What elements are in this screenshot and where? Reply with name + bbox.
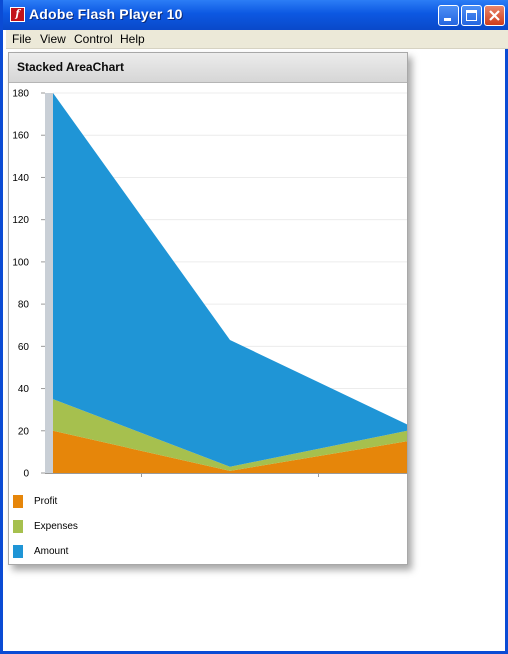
legend-swatch-expenses	[13, 520, 23, 533]
area-expenses	[53, 399, 407, 471]
menu-file[interactable]: File	[12, 32, 32, 46]
y-tick-label-140: 140	[12, 173, 29, 184]
panel-header: Stacked AreaChart	[9, 53, 407, 83]
chart-areas	[53, 93, 407, 473]
y-tick-label-20: 20	[18, 426, 30, 437]
title-bar[interactable]: f Adobe Flash Player 10	[3, 0, 508, 30]
y-tick-label-80: 80	[18, 300, 30, 311]
flash-icon: f	[10, 7, 25, 22]
close-button[interactable]	[484, 5, 505, 26]
panel-title: Stacked AreaChart	[17, 60, 124, 74]
legend-swatch-profit	[13, 495, 23, 508]
maximize-button[interactable]	[461, 5, 482, 26]
menu-bar: File View Control Help	[6, 30, 508, 49]
y-axis-labels: 0 20 40 60 80 100 120 140 160 180	[12, 89, 29, 480]
y-tick-label-40: 40	[18, 384, 30, 395]
stacked-area-chart: 0 20 40 60 80 100 120 140 160 180	[12, 89, 407, 480]
legend-label-profit: Profit	[34, 496, 58, 507]
menu-help[interactable]: Help	[120, 32, 145, 46]
maximize-icon	[466, 10, 477, 21]
chart-panel: Stacked AreaChart 0 20 40 60 80 100 120 140 160 1…	[8, 52, 408, 565]
menu-view[interactable]: View	[40, 32, 66, 46]
y-tick-label-180: 180	[12, 89, 29, 100]
legend-label-expenses: Expenses	[34, 521, 78, 532]
legend-label-amount: Amount	[34, 546, 69, 557]
y-axis-bar	[45, 93, 53, 473]
y-tick-label-100: 100	[12, 257, 29, 268]
window-title: Adobe Flash Player 10	[29, 6, 183, 22]
area-amount	[53, 93, 407, 467]
minimize-button[interactable]	[438, 5, 459, 26]
y-tick-label-160: 160	[12, 131, 29, 142]
area-profit	[53, 430, 407, 473]
y-tick-label-0: 0	[23, 469, 29, 480]
y-tick-label-120: 120	[12, 215, 29, 226]
y-tick-label-60: 60	[18, 342, 30, 353]
legend-swatch-amount	[13, 545, 23, 558]
minimize-icon	[444, 18, 451, 21]
menu-control[interactable]: Control	[74, 32, 113, 46]
chart-axes	[41, 92, 407, 477]
close-icon	[489, 10, 500, 21]
